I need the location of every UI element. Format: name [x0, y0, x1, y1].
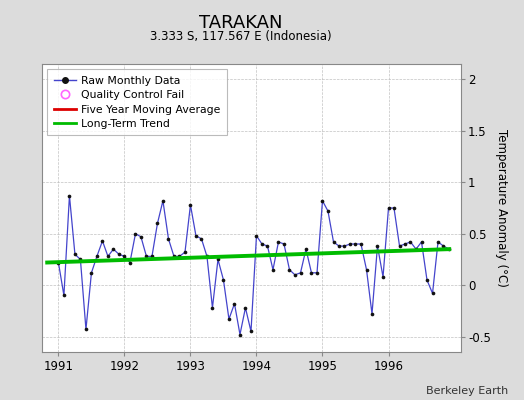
Point [159, 198, 167, 204]
Point [230, 300, 238, 307]
Point [324, 208, 332, 214]
Point [82, 326, 90, 332]
Text: Berkeley Earth: Berkeley Earth [426, 386, 508, 396]
Point [214, 256, 222, 263]
Point [132, 230, 140, 237]
Point [340, 243, 348, 249]
Point [71, 251, 79, 258]
Point [109, 246, 117, 252]
Point [225, 316, 233, 322]
Point [186, 202, 194, 208]
Point [401, 241, 409, 247]
Y-axis label: Temperature Anomaly (°C): Temperature Anomaly (°C) [495, 129, 508, 287]
Point [368, 311, 376, 317]
Point [428, 290, 436, 296]
Point [318, 198, 326, 204]
Point [357, 241, 365, 247]
Point [346, 241, 354, 247]
Point [313, 270, 321, 276]
Point [181, 249, 189, 256]
Point [291, 272, 299, 278]
Point [285, 266, 293, 273]
Point [76, 256, 84, 263]
Point [137, 234, 145, 240]
Point [395, 243, 403, 249]
Point [423, 277, 431, 283]
Point [390, 205, 398, 211]
Point [384, 205, 392, 211]
Point [93, 253, 101, 260]
Legend: Raw Monthly Data, Quality Control Fail, Five Year Moving Average, Long-Term Tren: Raw Monthly Data, Quality Control Fail, … [47, 70, 227, 136]
Point [148, 253, 156, 260]
Point [379, 274, 387, 280]
Point [434, 239, 442, 245]
Point [302, 246, 310, 252]
Point [192, 232, 200, 239]
Point [236, 331, 244, 338]
Point [219, 277, 227, 283]
Point [307, 270, 315, 276]
Point [198, 236, 206, 242]
Point [258, 241, 266, 247]
Point [203, 253, 211, 260]
Point [241, 304, 249, 311]
Point [373, 243, 381, 249]
Point [252, 232, 260, 239]
Text: 3.333 S, 117.567 E (Indonesia): 3.333 S, 117.567 E (Indonesia) [150, 30, 332, 43]
Point [412, 246, 420, 252]
Point [104, 253, 112, 260]
Point [153, 220, 161, 227]
Point [60, 292, 68, 299]
Point [263, 243, 271, 249]
Point [54, 259, 62, 266]
Point [296, 270, 304, 276]
Point [66, 192, 74, 199]
Point [126, 259, 134, 266]
Point [99, 238, 107, 244]
Point [274, 239, 282, 245]
Point [445, 246, 453, 252]
Point [362, 266, 370, 273]
Point [120, 253, 128, 260]
Point [175, 253, 183, 260]
Point [87, 270, 95, 276]
Point [417, 239, 425, 245]
Point [165, 236, 173, 242]
Point [142, 253, 150, 260]
Point [170, 253, 178, 260]
Point [269, 266, 277, 273]
Point [247, 328, 255, 335]
Point [280, 241, 288, 247]
Text: TARAKAN: TARAKAN [199, 14, 283, 32]
Point [406, 239, 414, 245]
Point [335, 243, 343, 249]
Point [351, 241, 359, 247]
Point [329, 239, 337, 245]
Point [439, 243, 447, 249]
Point [208, 304, 216, 311]
Point [115, 251, 123, 258]
